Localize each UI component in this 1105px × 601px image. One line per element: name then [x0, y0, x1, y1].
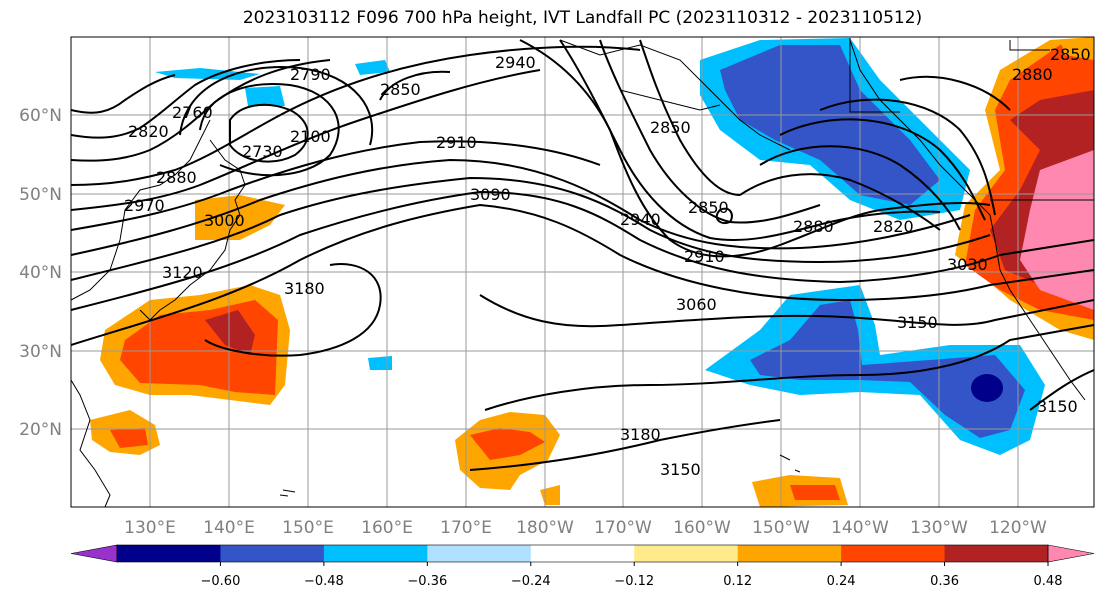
negative-ivt-shading	[155, 38, 1045, 455]
contour-label: 3030	[947, 255, 988, 274]
contour-label: 2940	[620, 210, 661, 229]
lon-tick-label: 150°W	[752, 518, 810, 538]
contour-label: 2100	[290, 127, 331, 146]
lon-tick-label: 170°E	[440, 518, 492, 538]
contour-label: 3090	[470, 185, 511, 204]
contour-label: 3060	[676, 295, 717, 314]
lon-tick-label: 140°E	[203, 518, 255, 538]
contour-label: 3000	[204, 211, 245, 230]
colorbar-outline	[116, 544, 1049, 563]
colorbar-tick-label: 0.48	[1034, 574, 1063, 589]
lon-tick-label: 170°W	[594, 518, 652, 538]
contour-label: 3180	[620, 425, 661, 444]
colorbar-extend-high	[1047, 544, 1095, 563]
colorbar-tick-label: −0.48	[304, 574, 344, 589]
colorbar-cell	[737, 545, 842, 562]
gridlines	[71, 37, 1094, 507]
colorbar-cell	[117, 545, 221, 562]
contour-label: 2730	[242, 142, 283, 161]
contour-label: 3150	[1037, 397, 1078, 416]
contour-label: 2880	[156, 168, 197, 187]
contour-label: 2910	[684, 247, 725, 266]
contour-label: 2820	[128, 122, 169, 141]
positive-ivt-shading	[90, 37, 1094, 507]
lon-tick-label: 120°W	[989, 518, 1047, 538]
height-contours	[71, 39, 1094, 471]
contour-labels: 2940 2790 2850 2760 2820 2730 2100 2910 …	[124, 45, 1091, 479]
contour-label: 3120	[162, 263, 203, 282]
colorbar-cell	[220, 545, 325, 562]
colorbar-tick-label: −0.12	[614, 574, 654, 589]
contour-label: 2850	[1050, 45, 1091, 64]
lon-tick-label: 130°W	[910, 518, 968, 538]
lat-tick-label: 50°N	[19, 185, 62, 205]
colorbar-tick-label: 0.36	[930, 574, 959, 589]
colorbar-tick-label: 0.24	[827, 574, 856, 589]
contour-label: 2820	[873, 217, 914, 236]
colorbar-tick-label: −0.24	[511, 574, 551, 589]
colorbar-tick-label: −0.60	[201, 574, 241, 589]
colorbar-cell	[841, 545, 946, 562]
contour-label: 2850	[650, 118, 691, 137]
lat-tick-label: 30°N	[19, 342, 62, 362]
colorbar-cell	[323, 545, 428, 562]
contour-label: 2910	[436, 133, 477, 152]
contour-label: 2790	[290, 65, 331, 84]
colorbar-tick-label: 0.12	[723, 574, 752, 589]
lon-tick-label: 180°W	[516, 518, 574, 538]
map-panel: 2940 2790 2850 2760 2820 2730 2100 2910 …	[71, 37, 1094, 507]
contour-label: 2880	[793, 217, 834, 236]
lon-tick-label: 130°E	[124, 518, 176, 538]
contour-label: 2940	[495, 53, 536, 72]
lat-tick-label: 20°N	[19, 420, 62, 440]
contour-label: 3150	[897, 313, 938, 332]
contour-label: 3150	[660, 460, 701, 479]
colorbar-tick-label: −0.36	[407, 574, 447, 589]
colorbar-cell	[944, 545, 1049, 562]
lon-tick-label: 160°E	[361, 518, 413, 538]
colorbar-cell	[634, 545, 739, 562]
colorbar-cell	[427, 545, 532, 562]
map-title: 2023103112 F096 700 hPa height, IVT Land…	[242, 8, 923, 28]
contour-label: 2970	[124, 196, 165, 215]
colorbar: −0.60 −0.48 −0.36 −0.24 −0.12 0.12 0.24 0.36 0.4…	[70, 544, 1095, 589]
lon-tick-label: 140°W	[831, 518, 889, 538]
map-frame	[70, 36, 1095, 508]
lon-tick-label: 160°W	[673, 518, 731, 538]
contour-label: 2850	[688, 198, 729, 217]
lon-tick-label: 150°E	[282, 518, 334, 538]
contour-label: 3180	[284, 279, 325, 298]
lat-tick-label: 60°N	[19, 106, 62, 126]
lat-tick-labels: 60°N 50°N 40°N 30°N 20°N	[19, 106, 62, 440]
contour-label: 2850	[380, 80, 421, 99]
colorbar-extend-low	[70, 544, 118, 563]
contour-label: 2760	[172, 103, 213, 122]
lat-tick-label: 40°N	[19, 263, 62, 283]
colorbar-cell	[530, 545, 635, 562]
contour-label: 2880	[1012, 65, 1053, 84]
lon-tick-labels: 130°E 140°E 150°E 160°E 170°E 180°W 170°…	[124, 518, 1047, 538]
